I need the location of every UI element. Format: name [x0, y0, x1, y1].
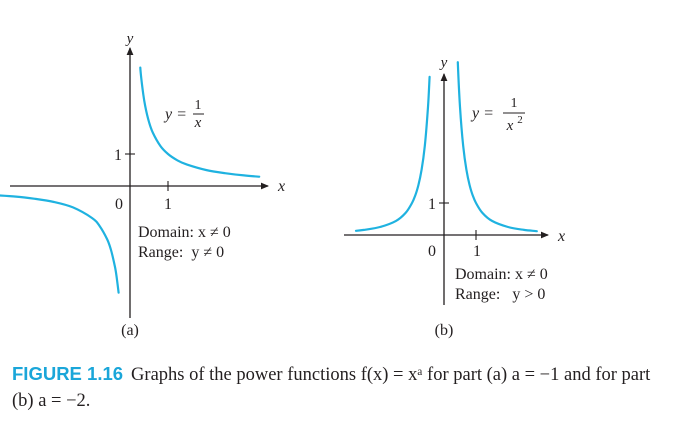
caption-text: Graphs of the power functions f(x) = xᵃ … [12, 365, 651, 411]
x-tick-label: 1 [164, 196, 172, 213]
curve-branch-right [139, 66, 261, 178]
y-tick-label: 1 [114, 147, 122, 164]
caption-label: FIGURE 1.16 [12, 363, 124, 384]
figure-caption: FIGURE 1.16 Graphs of the power functions… [12, 361, 667, 414]
equation-denominator: x [194, 115, 202, 131]
y-axis-label: y [125, 31, 134, 47]
equation-numerator: 1 [511, 96, 518, 111]
curve-branch-right [456, 61, 538, 233]
equation-denominator: x [506, 118, 514, 134]
range-annotation: Range: y > 0 [455, 286, 545, 303]
range-annotation: Range: y ≠ 0 [138, 244, 224, 261]
equation-label: y = 1 x [163, 98, 204, 131]
x-tick-label: 1 [473, 243, 481, 260]
y-axis-label: y [439, 55, 448, 71]
domain-annotation: Domain: x ≠ 0 [455, 266, 548, 283]
origin-label: 0 [115, 196, 123, 213]
equation-numerator: 1 [195, 98, 202, 113]
equation-label: y = 1 x 2 [470, 96, 525, 134]
chart-panel-b: y x 1 1 0 y = 1 x 2 Domain: x ≠ 0 Range:… [344, 55, 565, 339]
panel-label-b: (b) [435, 322, 454, 339]
curve-branch-left [354, 75, 431, 232]
y-tick-label: 1 [428, 196, 436, 213]
equation-exponent: 2 [517, 114, 523, 126]
x-axis-label: x [557, 228, 565, 245]
equation-lhs: y = [163, 106, 187, 123]
chart-panel-a: y x 1 1 0 y = 1 x Domain: x ≠ 0 Range: y… [0, 31, 285, 339]
equation-lhs: y = [470, 105, 494, 122]
x-axis-label: x [277, 178, 285, 195]
curve-branch-left [0, 194, 120, 294]
origin-label: 0 [428, 243, 436, 260]
domain-annotation: Domain: x ≠ 0 [138, 224, 231, 241]
panel-label-a: (a) [121, 322, 139, 339]
